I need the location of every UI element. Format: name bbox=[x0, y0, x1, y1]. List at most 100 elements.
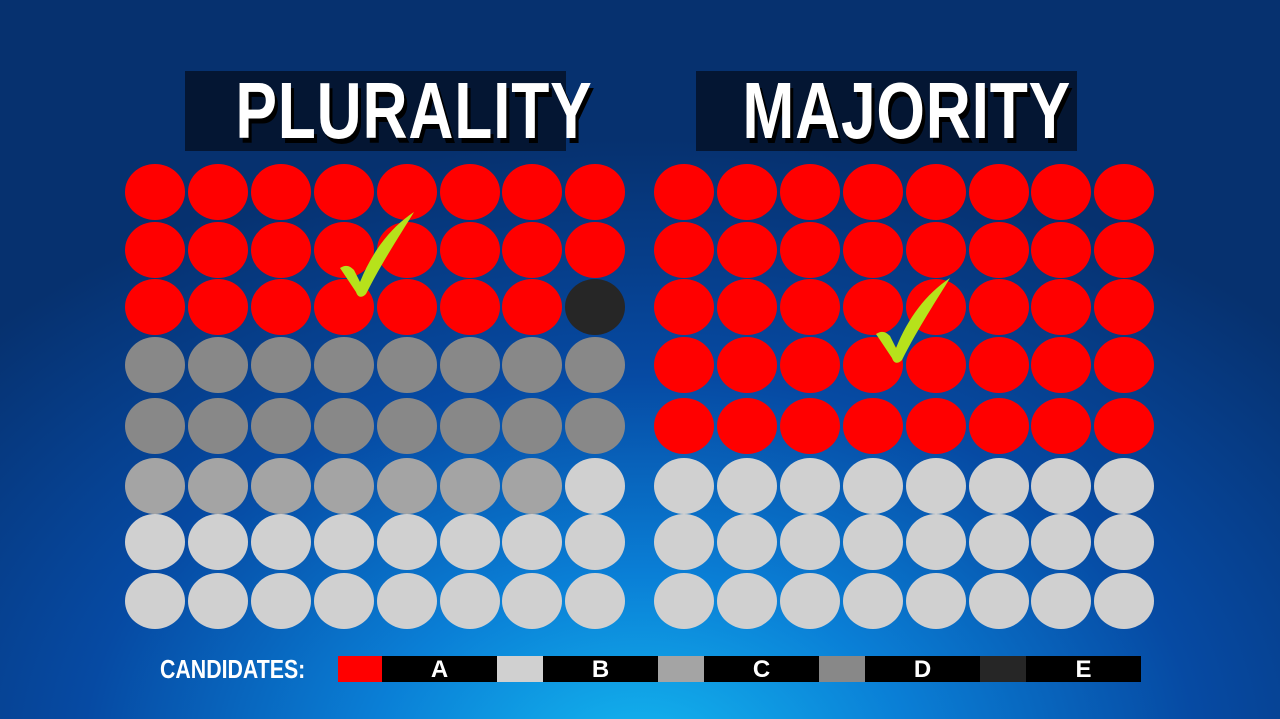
vote-dot-b bbox=[1094, 573, 1155, 629]
legend-candidate-a: A bbox=[382, 656, 497, 683]
vote-dot-a bbox=[313, 164, 374, 220]
vote-dot-d bbox=[250, 398, 311, 454]
vote-dot-a bbox=[968, 164, 1029, 220]
vote-dot-a bbox=[250, 279, 311, 335]
vote-dot-c bbox=[502, 458, 563, 514]
vote-dot-a bbox=[1031, 398, 1092, 454]
vote-dot-b bbox=[968, 514, 1029, 570]
vote-dot-b bbox=[376, 573, 437, 629]
legend-candidate-e: E bbox=[1026, 656, 1141, 683]
vote-dot-a bbox=[968, 398, 1029, 454]
vote-dot-b bbox=[716, 573, 777, 629]
vote-dot-a bbox=[968, 222, 1029, 278]
vote-dot-b bbox=[1031, 458, 1092, 514]
legend-candidate-c: C bbox=[704, 656, 819, 683]
vote-dot-a bbox=[779, 398, 840, 454]
majority-title: MAJORITY bbox=[696, 71, 1077, 151]
vote-dot-b bbox=[187, 514, 248, 570]
vote-dot-a bbox=[439, 222, 500, 278]
vote-dot-a bbox=[654, 398, 714, 454]
vote-dot-a bbox=[842, 279, 903, 335]
vote-dot-a bbox=[654, 279, 714, 335]
vote-dot-d bbox=[376, 337, 437, 393]
vote-dot-b bbox=[968, 573, 1029, 629]
vote-dot-a bbox=[654, 337, 714, 393]
vote-dot-a bbox=[439, 279, 500, 335]
vote-dot-a bbox=[125, 222, 185, 278]
vote-dot-d bbox=[187, 337, 248, 393]
vote-dot-b bbox=[905, 514, 966, 570]
vote-dot-b bbox=[1031, 514, 1092, 570]
vote-dot-a bbox=[968, 279, 1029, 335]
vote-dot-a bbox=[502, 279, 563, 335]
vote-dot-b bbox=[565, 514, 626, 570]
vote-dot-a bbox=[1031, 164, 1092, 220]
vote-dot-a bbox=[125, 164, 185, 220]
vote-dot-a bbox=[439, 164, 500, 220]
vote-dot-b bbox=[1031, 573, 1092, 629]
vote-dot-b bbox=[779, 458, 840, 514]
vote-dot-a bbox=[1094, 164, 1155, 220]
vote-dot-d bbox=[502, 337, 563, 393]
vote-dot-b bbox=[905, 573, 966, 629]
vote-dot-c bbox=[376, 458, 437, 514]
vote-dot-d bbox=[376, 398, 437, 454]
vote-dot-a bbox=[654, 222, 714, 278]
vote-dot-b bbox=[125, 514, 185, 570]
vote-dot-a bbox=[842, 164, 903, 220]
vote-dot-c bbox=[313, 458, 374, 514]
vote-dot-a bbox=[1094, 279, 1155, 335]
vote-dot-a bbox=[968, 337, 1029, 393]
vote-dot-b bbox=[313, 573, 374, 629]
vote-dot-e bbox=[565, 279, 626, 335]
vote-dot-b bbox=[654, 573, 714, 629]
majority-winner-check-icon bbox=[876, 278, 950, 363]
vote-dot-a bbox=[842, 222, 903, 278]
vote-dot-b bbox=[1094, 514, 1155, 570]
legend-candidate-d: D bbox=[865, 656, 980, 683]
vote-dot-a bbox=[716, 222, 777, 278]
vote-dot-c bbox=[187, 458, 248, 514]
legend-swatch-a bbox=[338, 656, 382, 682]
vote-dot-a bbox=[1094, 398, 1155, 454]
vote-dot-a bbox=[125, 279, 185, 335]
vote-dot-a bbox=[565, 164, 626, 220]
vote-dot-a bbox=[654, 164, 714, 220]
vote-dot-b bbox=[439, 573, 500, 629]
vote-dot-a bbox=[905, 222, 966, 278]
vote-dot-a bbox=[779, 164, 840, 220]
legend-candidate-b: B bbox=[543, 656, 658, 683]
plurality-title: PLURALITY bbox=[185, 71, 592, 151]
vote-dot-a bbox=[779, 279, 840, 335]
vote-dot-c bbox=[125, 458, 185, 514]
vote-dot-a bbox=[502, 222, 563, 278]
vote-dot-a bbox=[1094, 337, 1155, 393]
vote-dot-a bbox=[716, 398, 777, 454]
vote-dot-a bbox=[842, 398, 903, 454]
vote-dot-d bbox=[187, 398, 248, 454]
vote-dot-b bbox=[905, 458, 966, 514]
plurality-winner-check-icon bbox=[340, 212, 414, 297]
vote-dot-b bbox=[842, 573, 903, 629]
vote-dot-a bbox=[716, 164, 777, 220]
vote-dot-a bbox=[376, 279, 437, 335]
legend-swatch-b bbox=[497, 656, 543, 682]
vote-dot-a bbox=[502, 164, 563, 220]
vote-dot-b bbox=[125, 573, 185, 629]
vote-dot-a bbox=[376, 164, 437, 220]
vote-dot-b bbox=[716, 514, 777, 570]
legend-label: CANDIDATES: bbox=[160, 654, 306, 684]
vote-dot-b bbox=[376, 514, 437, 570]
vote-dot-b bbox=[779, 573, 840, 629]
legend-swatch-e bbox=[980, 656, 1026, 682]
vote-dot-a bbox=[716, 279, 777, 335]
vote-dot-a bbox=[1094, 222, 1155, 278]
vote-dot-a bbox=[250, 222, 311, 278]
vote-dot-b bbox=[565, 458, 626, 514]
vote-dot-d bbox=[125, 337, 185, 393]
vote-dot-b bbox=[502, 514, 563, 570]
vote-dot-a bbox=[187, 164, 248, 220]
vote-dot-a bbox=[779, 222, 840, 278]
vote-dot-a bbox=[905, 337, 966, 393]
vote-dot-d bbox=[250, 337, 311, 393]
